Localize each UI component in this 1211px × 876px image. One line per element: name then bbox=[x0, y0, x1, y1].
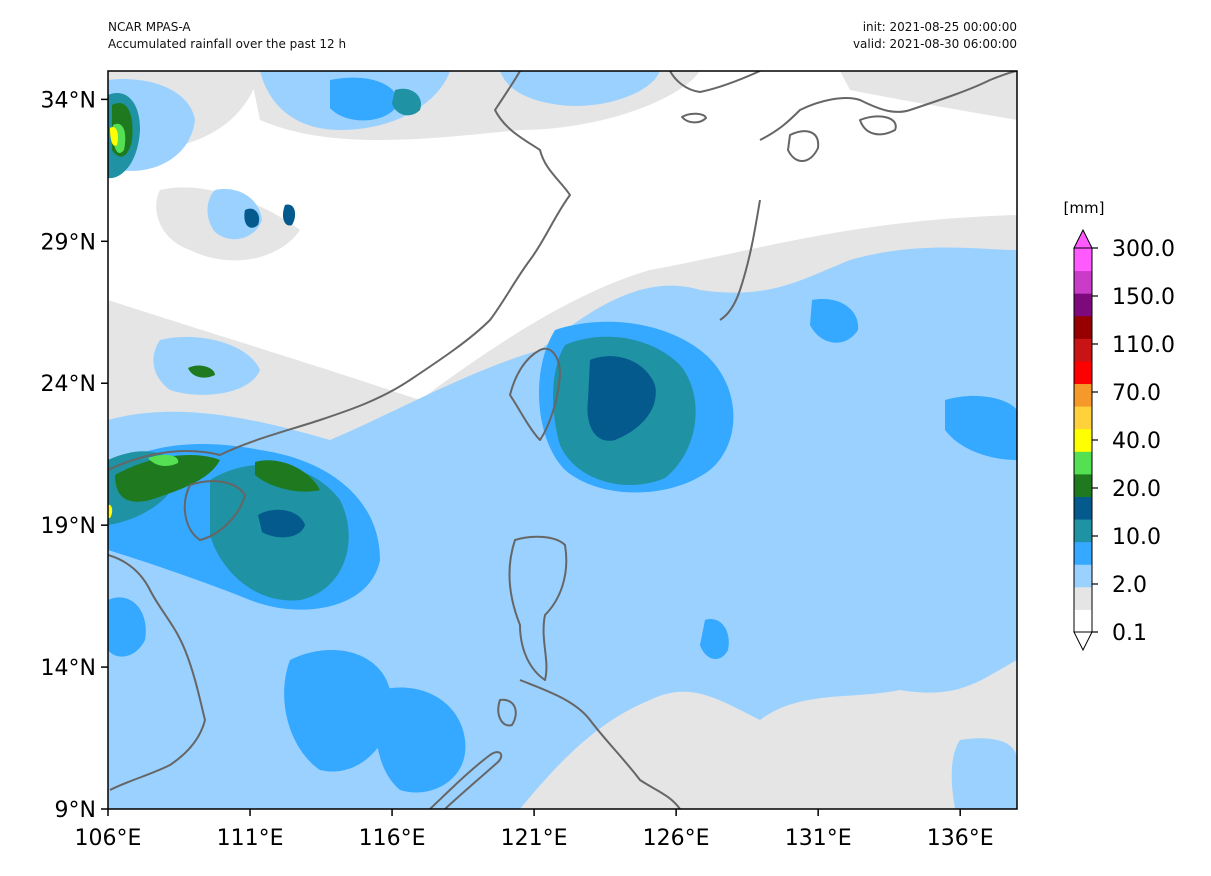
colorbar-segment bbox=[1074, 609, 1092, 633]
rain-area-blue bbox=[108, 597, 146, 657]
init-time: init: 2021-08-25 00:00:00 bbox=[862, 20, 1017, 34]
x-tick-label: 121°E bbox=[501, 826, 568, 851]
model-name: NCAR MPAS-A bbox=[108, 20, 191, 34]
colorbar: [mm] 0.1 2.0 10.0 20.0 40.0 70.0 110.0 150.0 300… bbox=[1064, 199, 1175, 652]
coastline-korea bbox=[669, 71, 761, 93]
y-tick-label: 9°N bbox=[55, 798, 96, 823]
rain-area-brightgreen bbox=[148, 454, 179, 466]
colorbar-segment bbox=[1074, 248, 1092, 272]
colorbar-label: 2.0 bbox=[1112, 573, 1147, 598]
map-area bbox=[108, 71, 1017, 809]
y-tick-label: 24°N bbox=[41, 372, 96, 397]
colorbar-segment bbox=[1074, 541, 1092, 565]
colorbar-segment bbox=[1074, 406, 1092, 430]
y-tick-label: 19°N bbox=[41, 514, 96, 539]
coastline-palawan bbox=[429, 751, 503, 809]
rain-area-darkteal bbox=[244, 208, 260, 228]
rain-area-darkteal bbox=[282, 204, 296, 226]
coastline-jeju bbox=[681, 112, 707, 124]
rain-contour-40mm bbox=[244, 204, 656, 538]
colorbar-label: 70.0 bbox=[1112, 381, 1161, 406]
rain-area-teal bbox=[392, 88, 421, 116]
x-axis-ticks: 106°E 111°E 116°E 121°E 126°E 131°E 136°E bbox=[75, 809, 994, 851]
x-tick-label: 131°E bbox=[785, 826, 852, 851]
rain-area-green bbox=[115, 455, 220, 502]
y-tick-label: 34°N bbox=[41, 88, 96, 113]
colorbar-label: 150.0 bbox=[1112, 285, 1175, 310]
colorbar-label: 40.0 bbox=[1112, 429, 1161, 454]
coastline-hainan bbox=[183, 480, 246, 541]
rain-area-lightblue bbox=[951, 738, 1017, 809]
rain-area-lightblue bbox=[207, 189, 262, 240]
coastline-ryukyu bbox=[719, 199, 761, 321]
colorbar-extend-min bbox=[1073, 631, 1093, 652]
colorbar-segment bbox=[1074, 451, 1092, 475]
y-tick-label: 29°N bbox=[41, 230, 96, 255]
x-tick-label: 126°E bbox=[643, 826, 710, 851]
x-tick-label: 106°E bbox=[75, 826, 142, 851]
colorbar-segment bbox=[1074, 473, 1092, 497]
coastline-japan bbox=[759, 71, 1017, 141]
coastline-luzon bbox=[508, 535, 568, 681]
x-tick-label: 116°E bbox=[359, 826, 426, 851]
rain-area-yellow bbox=[108, 504, 113, 518]
plot-header-right: init: 2021-08-25 00:00:00 valid: 2021-08… bbox=[700, 19, 1017, 53]
coastline-kyushu bbox=[787, 130, 820, 162]
colorbar-label: 0.1 bbox=[1112, 621, 1147, 646]
rain-area-blue bbox=[284, 650, 392, 772]
rain-area-darkteal bbox=[258, 509, 305, 538]
colorbar-label: 20.0 bbox=[1112, 477, 1161, 502]
rain-contour-heavy bbox=[108, 123, 179, 518]
rain-area-darkteal bbox=[587, 356, 656, 441]
rain-area-lightblue bbox=[153, 336, 260, 395]
rain-area-blue bbox=[700, 619, 729, 660]
rain-area-green bbox=[255, 460, 320, 492]
colorbar-segment bbox=[1074, 564, 1092, 588]
valid-time: valid: 2021-08-30 06:00:00 bbox=[852, 37, 1017, 51]
rain-area-yellow bbox=[110, 127, 119, 146]
colorbar-segment bbox=[1074, 519, 1092, 543]
field-description: Accumulated rainfall over the past 12 h bbox=[108, 37, 347, 51]
colorbar-label: 300.0 bbox=[1112, 237, 1175, 262]
x-tick-label: 136°E bbox=[927, 826, 994, 851]
colorbar-segment bbox=[1074, 428, 1092, 452]
rain-area-blue bbox=[810, 299, 859, 343]
colorbar-segment bbox=[1074, 293, 1092, 317]
rain-area-blue bbox=[945, 395, 1017, 460]
coastlines bbox=[108, 71, 1017, 809]
colorbar-segment bbox=[1074, 315, 1092, 339]
rain-area-blue bbox=[375, 687, 466, 793]
rain-area-blue bbox=[330, 77, 399, 121]
coastline-mindoro bbox=[497, 698, 517, 727]
colorbar-label: 10.0 bbox=[1112, 525, 1161, 550]
colorbar-segment bbox=[1074, 270, 1092, 294]
x-tick-label: 111°E bbox=[217, 826, 284, 851]
colorbar-extend-max bbox=[1073, 228, 1093, 249]
colorbar-label: 110.0 bbox=[1112, 333, 1175, 358]
coastline-visayas bbox=[519, 679, 681, 809]
coastline-taiwan bbox=[509, 347, 561, 441]
rain-area-lightblue bbox=[500, 71, 660, 106]
coastline-china bbox=[108, 71, 571, 471]
colorbar-segment bbox=[1074, 383, 1092, 407]
rain-area-green bbox=[188, 365, 215, 378]
rain-area-grey bbox=[840, 71, 1017, 120]
colorbar-segment bbox=[1074, 586, 1092, 610]
y-axis-ticks: 9°N 14°N 19°N 24°N 29°N 34°N bbox=[41, 88, 108, 823]
colorbar-unit: [mm] bbox=[1064, 199, 1105, 217]
coastline-shikoku bbox=[859, 115, 897, 136]
colorbar-segment bbox=[1074, 338, 1092, 362]
colorbar-segment bbox=[1074, 496, 1092, 520]
plot-header-left: NCAR MPAS-A Accumulated rainfall over th… bbox=[108, 19, 346, 53]
colorbar-segment bbox=[1074, 360, 1092, 385]
y-tick-label: 14°N bbox=[41, 656, 96, 681]
map-frame bbox=[107, 70, 1018, 810]
coastline-vietnam bbox=[108, 554, 206, 791]
